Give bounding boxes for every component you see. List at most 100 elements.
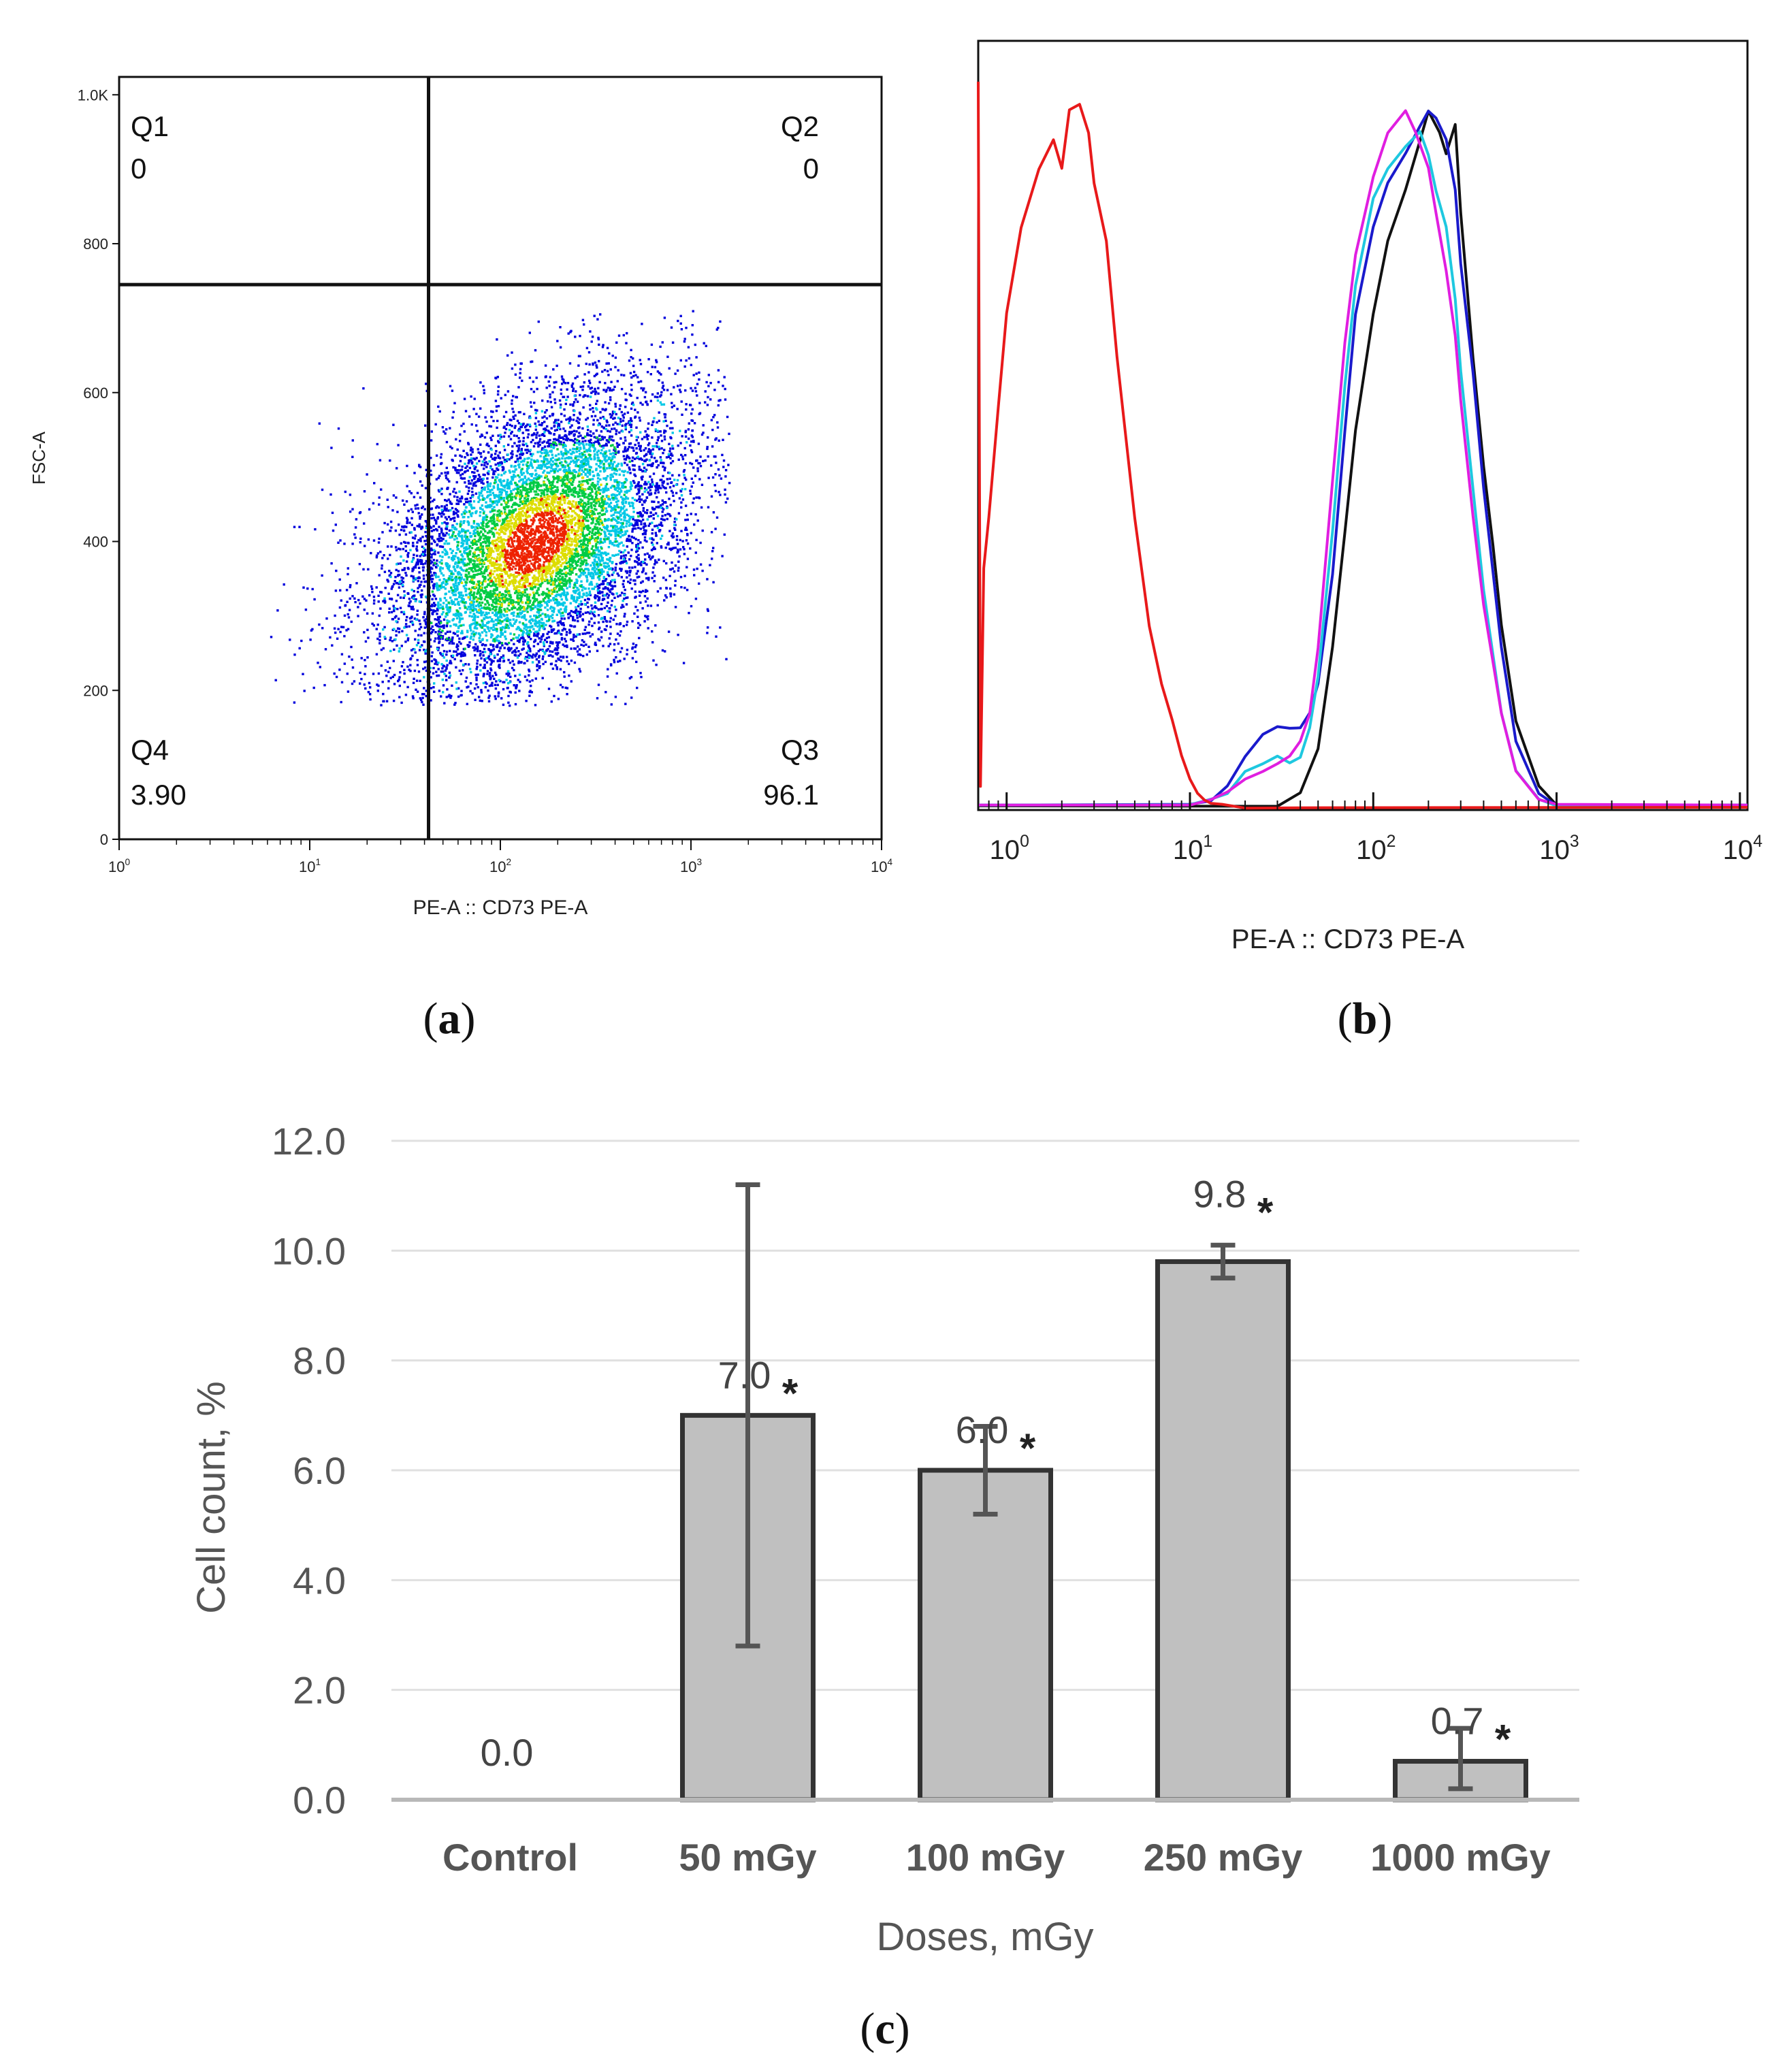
population-dot bbox=[470, 459, 472, 462]
population-dot bbox=[430, 543, 433, 545]
population-dot bbox=[609, 632, 612, 635]
population-dot bbox=[451, 458, 453, 462]
population-dot bbox=[445, 679, 448, 681]
population-dot bbox=[408, 598, 411, 600]
population-dot bbox=[588, 455, 592, 459]
population-dot bbox=[423, 619, 426, 622]
population-dot bbox=[614, 405, 617, 408]
population-dot bbox=[461, 472, 464, 476]
population-dot bbox=[715, 462, 718, 464]
population-dot bbox=[637, 488, 640, 491]
population-dot bbox=[424, 487, 428, 489]
population-dot bbox=[514, 465, 517, 468]
population-dot bbox=[437, 601, 440, 604]
population-dot bbox=[382, 600, 385, 602]
population-dot bbox=[468, 615, 471, 617]
population-dot bbox=[546, 459, 549, 462]
population-dot bbox=[270, 636, 273, 638]
population-dot bbox=[511, 351, 513, 354]
population-dot bbox=[658, 448, 661, 451]
population-dot bbox=[613, 544, 615, 547]
population-dot bbox=[597, 556, 600, 559]
population-dot bbox=[592, 574, 595, 577]
population-dot bbox=[364, 687, 367, 690]
population-dot bbox=[536, 634, 539, 638]
population-dot bbox=[605, 455, 608, 457]
population-dot bbox=[673, 386, 675, 389]
population-dot bbox=[726, 415, 729, 419]
population-dot bbox=[619, 527, 622, 530]
population-dot bbox=[613, 649, 615, 651]
population-dot bbox=[639, 541, 642, 544]
population-dot bbox=[605, 625, 608, 628]
population-dot bbox=[630, 376, 633, 379]
population-dot bbox=[564, 608, 568, 611]
population-dot bbox=[468, 482, 470, 485]
population-dot bbox=[612, 417, 615, 420]
population-dot bbox=[464, 470, 467, 473]
population-dot bbox=[541, 422, 544, 425]
population-dot bbox=[599, 452, 602, 455]
population-dot bbox=[622, 600, 624, 602]
population-dot bbox=[440, 453, 443, 456]
population-dot bbox=[607, 610, 609, 613]
population-dot bbox=[622, 414, 624, 417]
population-dot bbox=[619, 567, 622, 570]
population-dot bbox=[717, 369, 720, 372]
population-dot bbox=[678, 555, 681, 558]
population-dot bbox=[534, 622, 536, 625]
population-dot bbox=[618, 473, 621, 476]
population-dot bbox=[638, 457, 641, 461]
population-dot bbox=[696, 383, 699, 385]
population-dot bbox=[532, 634, 536, 637]
population-dot bbox=[582, 592, 585, 595]
population-dot bbox=[450, 655, 453, 658]
population-dot bbox=[398, 678, 400, 681]
population-dot bbox=[502, 456, 505, 459]
population-dot bbox=[457, 534, 460, 537]
population-dot bbox=[446, 582, 449, 585]
population-dot bbox=[635, 439, 638, 442]
population-dot bbox=[609, 643, 612, 645]
population-dot bbox=[403, 672, 406, 675]
population-dot bbox=[456, 587, 459, 590]
population-dot bbox=[559, 655, 562, 658]
population-dot bbox=[586, 432, 589, 435]
population-dot bbox=[497, 434, 500, 437]
population-dot bbox=[526, 472, 529, 474]
population-dot bbox=[549, 450, 551, 453]
population-dot bbox=[543, 638, 547, 641]
population-dot bbox=[557, 624, 560, 627]
population-dot bbox=[420, 589, 423, 592]
population-dot bbox=[620, 555, 623, 558]
population-dot bbox=[389, 677, 392, 679]
population-dot bbox=[474, 466, 477, 468]
population-dot bbox=[607, 374, 610, 376]
population-dot bbox=[440, 663, 443, 666]
population-dot bbox=[596, 318, 599, 321]
population-dot bbox=[338, 578, 341, 581]
population-dot bbox=[520, 447, 523, 451]
population-dot bbox=[389, 572, 393, 574]
population-dot bbox=[474, 643, 477, 646]
population-dot bbox=[510, 419, 513, 421]
population-dot bbox=[468, 644, 471, 647]
population-dot bbox=[560, 598, 563, 601]
population-dot bbox=[586, 601, 589, 604]
population-dot bbox=[623, 615, 626, 618]
population-dot bbox=[438, 588, 440, 591]
population-dot bbox=[637, 553, 640, 557]
population-dot bbox=[463, 503, 466, 506]
population-dot bbox=[442, 602, 445, 604]
population-dot bbox=[376, 552, 380, 555]
population-dot bbox=[527, 433, 530, 436]
population-dot bbox=[615, 479, 618, 482]
population-dot bbox=[494, 453, 497, 455]
population-dot bbox=[679, 322, 682, 325]
population-dot bbox=[547, 462, 550, 465]
population-dot bbox=[441, 667, 444, 670]
population-dot bbox=[469, 626, 472, 629]
population-dot bbox=[542, 627, 545, 630]
population-dot bbox=[400, 576, 403, 579]
population-dot bbox=[620, 374, 623, 376]
